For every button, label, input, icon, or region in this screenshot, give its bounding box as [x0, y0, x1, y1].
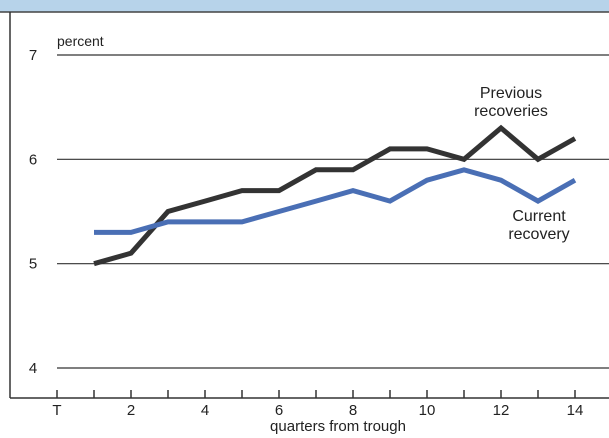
- gridlines: [57, 54, 609, 369]
- y-axis-labels: 4 5 6 7: [29, 47, 37, 377]
- y-tick-label: 5: [29, 256, 37, 273]
- x-tick-label: 12: [493, 402, 510, 419]
- previous-recoveries-label: Previous recoveries: [474, 85, 548, 120]
- x-tick-label: T: [52, 402, 61, 419]
- x-axis-title: quarters from trough: [270, 418, 406, 435]
- current-recovery-label: Current recovery: [508, 208, 569, 243]
- current-recovery-line: [94, 167, 577, 235]
- x-tick-label: 4: [201, 402, 209, 419]
- y-tick-label: 4: [29, 360, 37, 377]
- x-axis: T 2 4 6 8 10 12 14: [10, 390, 609, 419]
- x-tick-label: 10: [419, 402, 436, 419]
- series-lines: [93, 124, 577, 267]
- x-tick-label: 2: [127, 402, 135, 419]
- x-tick-label: 8: [349, 402, 357, 419]
- x-tick-label: 6: [275, 402, 283, 419]
- y-tick-label: 6: [29, 151, 37, 168]
- x-tick-label: 14: [567, 402, 584, 419]
- header-band: [0, 0, 609, 12]
- y-axis-title: percent: [57, 33, 104, 49]
- series-labels: Previous recoveries Current recovery: [474, 85, 570, 243]
- previous-recoveries-line: [93, 124, 577, 267]
- y-tick-label: 7: [29, 47, 37, 64]
